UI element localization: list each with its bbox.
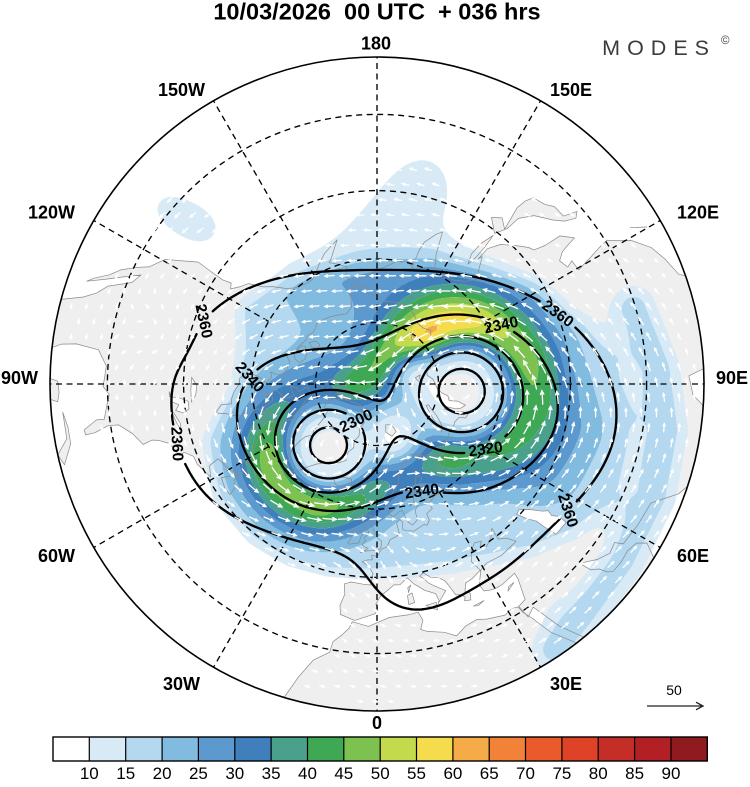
svg-text:35: 35 (262, 764, 281, 782)
svg-text:2360: 2360 (191, 303, 215, 340)
svg-text:30E: 30E (550, 674, 582, 694)
svg-text:50: 50 (371, 764, 390, 782)
svg-text:85: 85 (625, 764, 644, 782)
svg-text:180: 180 (361, 34, 391, 54)
svg-text:10: 10 (80, 764, 99, 782)
svg-text:MODES: MODES (602, 36, 716, 60)
svg-text:120E: 120E (677, 203, 719, 223)
svg-text:©: © (721, 35, 730, 47)
svg-text:20: 20 (153, 764, 172, 782)
svg-text:30: 30 (225, 764, 244, 782)
svg-text:60: 60 (443, 764, 462, 782)
svg-text:90: 90 (662, 764, 681, 782)
svg-text:2340: 2340 (404, 481, 441, 503)
svg-text:2320: 2320 (467, 439, 504, 461)
svg-text:80: 80 (589, 764, 608, 782)
svg-text:90E: 90E (716, 368, 748, 388)
svg-text:50: 50 (666, 682, 682, 698)
svg-text:2340: 2340 (483, 314, 520, 338)
svg-text:60W: 60W (38, 546, 75, 566)
svg-text:75: 75 (552, 764, 571, 782)
svg-text:70: 70 (516, 764, 535, 782)
svg-text:2360: 2360 (167, 426, 186, 461)
svg-text:45: 45 (334, 764, 353, 782)
svg-text:25: 25 (189, 764, 208, 782)
svg-text:150W: 150W (158, 80, 205, 100)
svg-text:150E: 150E (550, 80, 592, 100)
svg-text:0: 0 (372, 713, 382, 733)
svg-text:30W: 30W (163, 674, 200, 694)
svg-text:65: 65 (480, 764, 499, 782)
svg-text:55: 55 (407, 764, 426, 782)
svg-text:40: 40 (298, 764, 317, 782)
svg-text:60E: 60E (677, 546, 709, 566)
svg-text:120W: 120W (28, 203, 75, 223)
svg-text:90W: 90W (1, 368, 38, 388)
svg-text:10/03/2026 00 UTC + 036 hrs: 10/03/2026 00 UTC + 036 hrs (213, 0, 540, 25)
svg-text:15: 15 (116, 764, 135, 782)
